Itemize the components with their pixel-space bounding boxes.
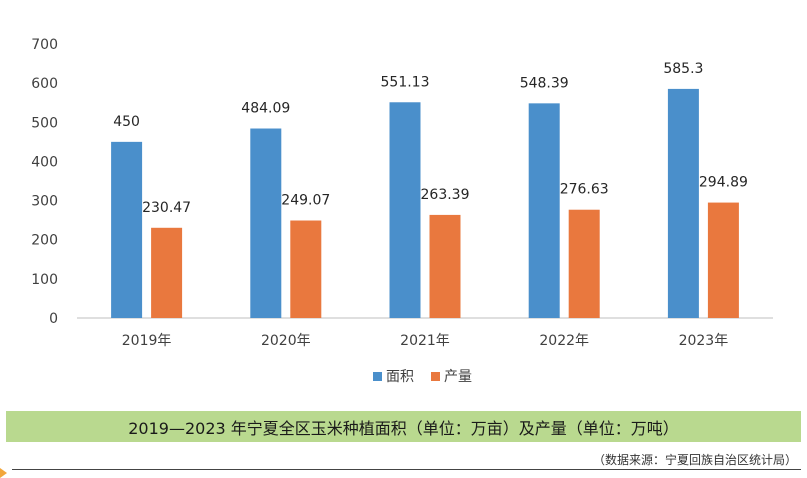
data-label: 585.3 [663,61,703,77]
corner-arrow-decoration [0,468,7,478]
data-label: 294.89 [699,175,748,191]
bar-面积-2020年 [250,128,282,318]
y-axis: 0 100 200 300 400 500 600 700 [31,37,58,327]
legend-swatch [373,372,382,381]
x-tick-label: 2023年 [679,333,729,349]
data-label: 484.09 [241,101,290,117]
bar-产量-2022年 [568,209,600,318]
divider-line [12,469,801,470]
x-tick-label: 2020年 [261,333,311,349]
bar-面积-2023年 [667,88,699,319]
data-label: 263.39 [421,187,470,203]
y-tick-label: 700 [31,37,58,53]
data-label: 230.47 [142,200,191,216]
figure-caption-text: 2019—2023 年宁夏全区玉米种植面积（单位：万亩）及产量（单位：万吨） [128,418,679,438]
bars: 450 230.47 484.09 249.07 551.13 263.39 548.39 2… [111,61,748,319]
bar-产量-2021年 [429,214,461,318]
data-label: 249.07 [281,193,330,209]
x-axis: 2019年 2020年 2021年 2022年 2023年 [122,333,728,349]
data-label: 551.13 [381,74,430,90]
x-tick-label: 2019年 [122,333,172,349]
bar-产量-2019年 [151,227,183,318]
bar-面积-2021年 [389,102,421,318]
data-label: 548.39 [520,75,569,91]
legend-swatch [431,372,440,381]
y-tick-label: 0 [49,311,58,327]
figure-caption: 2019—2023 年宁夏全区玉米种植面积（单位：万亩）及产量（单位：万吨） [6,411,801,442]
bar-面积-2019年 [111,141,143,318]
bar-产量-2023年 [707,202,739,318]
bar-产量-2020年 [290,220,322,318]
y-tick-label: 200 [31,233,58,249]
y-tick-label: 100 [31,272,58,288]
bar-面积-2022年 [528,103,560,318]
y-tick-label: 300 [31,194,58,210]
x-tick-label: 2022年 [539,333,589,349]
legend-label: 面积 [386,369,414,385]
x-tick-label: 2021年 [400,333,450,349]
legend-label: 产量 [444,369,472,385]
data-source-note: （数据来源：宁夏回族自治区统计局） [592,453,797,467]
y-tick-label: 400 [31,154,58,170]
data-label: 450 [113,114,140,130]
data-label: 276.63 [560,182,609,198]
y-tick-label: 600 [31,76,58,92]
y-tick-label: 500 [31,115,58,131]
legend: 面积 产量 [373,369,472,385]
